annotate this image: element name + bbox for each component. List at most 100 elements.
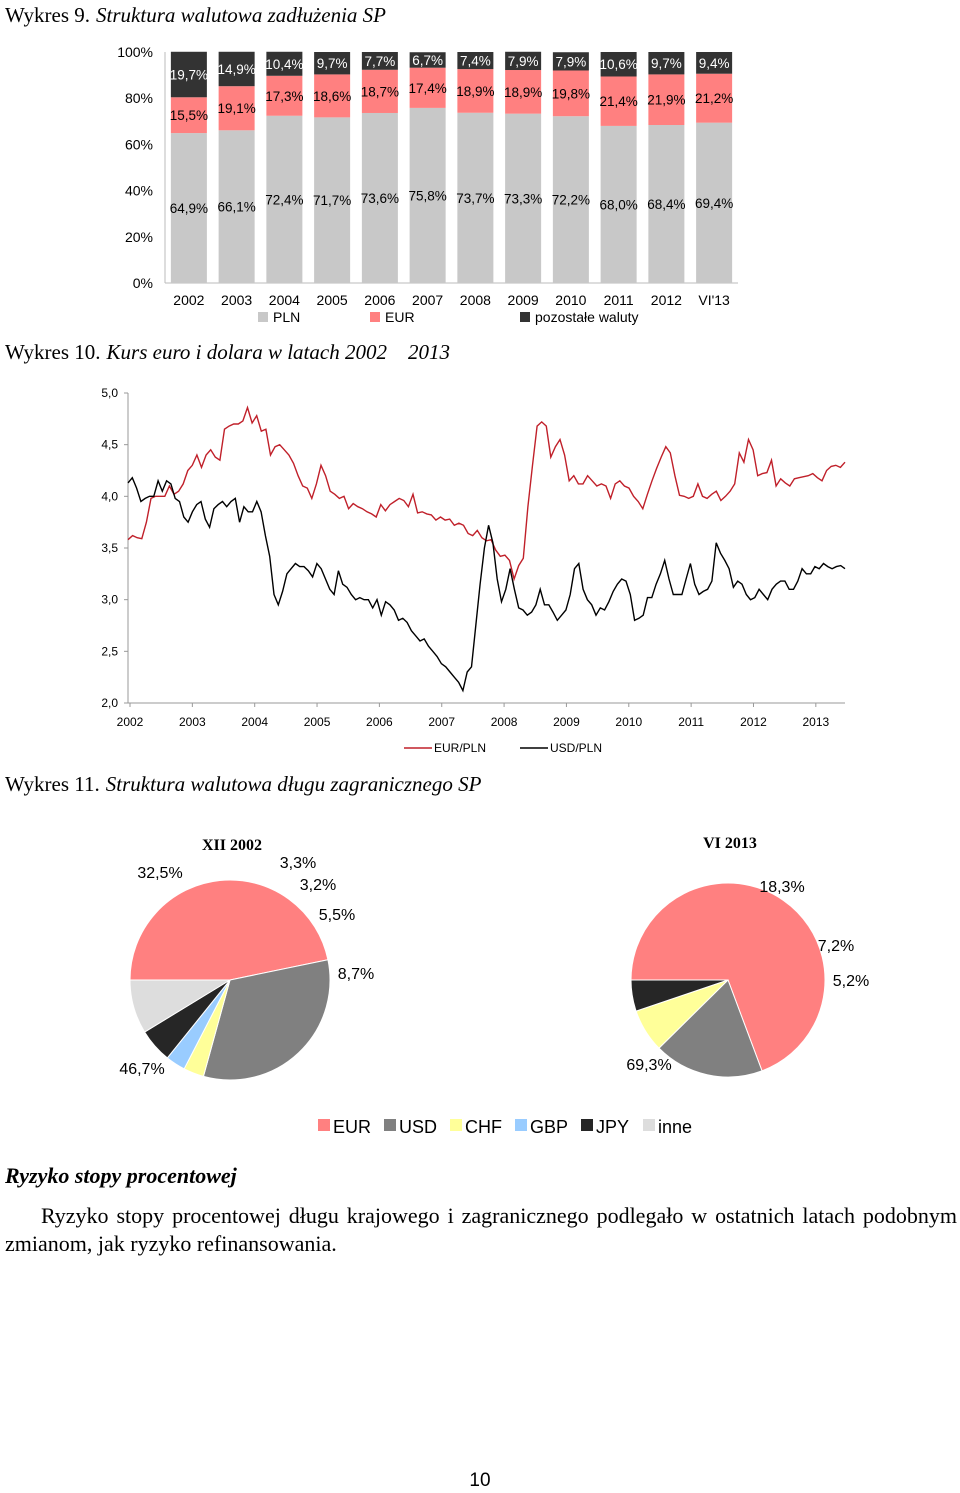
figure11-label: Wykres 11.	[5, 772, 100, 796]
x-tick-label: 2010	[555, 292, 586, 308]
bar-pln	[170, 133, 207, 283]
legend-swatch-eur	[370, 312, 380, 322]
x-tick-label: 2004	[269, 292, 300, 308]
bar-other	[505, 51, 542, 71]
section-heading: Ryzyko stopy procentowej	[5, 1163, 237, 1188]
legend-label-eur: EUR	[385, 309, 415, 325]
x-tick-label: 2010	[615, 715, 642, 729]
series-line-usd-pln	[127, 476, 846, 693]
bar-pln	[361, 112, 398, 283]
pie-data-label: 3,2%	[300, 877, 336, 894]
data-label-other: 9,4%	[699, 56, 730, 71]
x-tick-label: 2009	[553, 715, 580, 729]
legend-label-inne: inne	[658, 1117, 692, 1137]
legend-swatch-usd	[384, 1119, 396, 1131]
data-label-eur: 17,4%	[408, 81, 446, 96]
data-label-pln: 75,8%	[408, 188, 446, 203]
legend-label-jpy: JPY	[596, 1117, 629, 1137]
series-line-eur-pln	[127, 405, 846, 582]
bar-eur	[314, 74, 351, 118]
pie-data-label: 5,5%	[319, 907, 355, 924]
bar-eur	[457, 69, 494, 113]
data-label-other: 7,9%	[555, 54, 586, 69]
data-label-other: 7,7%	[364, 54, 395, 69]
data-label-other: 6,7%	[412, 53, 443, 68]
bar-other	[457, 52, 494, 70]
x-tick-label: 2013	[802, 715, 829, 729]
x-tick-label: 2012	[740, 715, 767, 729]
y-tick-label: 5,0	[101, 386, 118, 400]
x-tick-label: 2004	[241, 715, 268, 729]
data-label-other: 14,9%	[217, 62, 255, 77]
bar-eur	[218, 86, 255, 131]
legend-swatch-eur	[318, 1119, 330, 1131]
y-tick-label: 2,0	[101, 696, 118, 710]
data-label-eur: 18,7%	[361, 84, 399, 99]
data-label-eur: 19,1%	[217, 101, 255, 116]
data-label-pln: 69,4%	[695, 196, 733, 211]
legend-label-eur: EUR	[333, 1117, 371, 1137]
x-tick-label: 2006	[366, 715, 393, 729]
y-tick-label: 100%	[117, 44, 153, 60]
data-label-eur: 21,9%	[647, 93, 685, 108]
legend-swatch-gbp	[515, 1119, 527, 1131]
data-label-other: 9,7%	[651, 56, 682, 71]
legend-label-usd: USD	[399, 1117, 437, 1137]
legend-label-usd-pln: USD/PLN	[550, 741, 602, 755]
x-tick-label: 2002	[173, 292, 204, 308]
y-tick-label: 80%	[125, 90, 153, 106]
figure10-title: Kurs euro i dolara w latach 2002 2013	[106, 340, 450, 364]
y-tick-label: 0%	[133, 275, 153, 291]
bar-other	[696, 52, 733, 74]
y-tick-label: 3,5	[101, 541, 118, 555]
data-label-other: 7,4%	[460, 54, 491, 69]
data-label-pln: 66,1%	[217, 200, 255, 215]
bar-other	[218, 51, 255, 87]
figure11-caption: Wykres 11. Struktura walutowa długu zagra…	[5, 772, 481, 797]
data-label-pln: 73,7%	[456, 191, 494, 206]
section-paragraph: Ryzyko stopy procentowej długu krajowego…	[5, 1203, 957, 1256]
bar-eur	[505, 70, 542, 114]
pie-data-label: 32,5%	[137, 865, 182, 882]
data-label-pln: 73,3%	[504, 191, 542, 206]
bar-other	[266, 51, 303, 76]
pie-slice-eur	[630, 882, 826, 1072]
legend-swatch-inne	[643, 1119, 655, 1131]
pie-slice-usd	[658, 979, 763, 1078]
pie-data-label: 18,3%	[759, 879, 804, 896]
figure10-label: Wykres 10.	[5, 340, 101, 364]
bar-other	[552, 52, 589, 71]
data-label-other: 10,6%	[599, 57, 637, 72]
y-tick-label: 20%	[125, 229, 153, 245]
figure9-caption: Wykres 9. Struktura walutowa zadłużenia S…	[5, 3, 386, 28]
data-label-eur: 15,5%	[170, 108, 208, 123]
x-tick-label: 2005	[304, 715, 331, 729]
data-label-pln: 68,0%	[599, 197, 637, 212]
x-tick-label: 2012	[651, 292, 682, 308]
y-tick-label: 2,5	[101, 644, 118, 658]
data-label-pln: 68,4%	[647, 197, 685, 212]
pie-data-label: 5,2%	[833, 973, 869, 990]
pie-data-label: 69,3%	[626, 1057, 671, 1074]
y-tick-label: 4,5	[101, 438, 118, 452]
pie-data-label: 46,7%	[119, 1061, 164, 1078]
bar-pln	[696, 122, 733, 283]
legend-label-gbp: GBP	[530, 1117, 568, 1137]
x-tick-label: VI'13	[698, 292, 730, 308]
bar-pln	[505, 113, 542, 283]
x-tick-label: 2003	[179, 715, 206, 729]
bar-eur	[266, 75, 303, 116]
y-tick-label: 3,0	[101, 593, 118, 607]
exchange-rate-line-chart: 2,0 2,5 3,0 3,5 4,0 4,5 5,0 2002 2003 2004 2005 200…	[101, 386, 846, 755]
x-tick-label: 2008	[460, 292, 491, 308]
y-tick-label: 40%	[125, 183, 153, 199]
bar-eur	[361, 69, 398, 113]
legend-swatch-pln	[258, 312, 268, 322]
pie-data-label: 7,2%	[818, 938, 854, 955]
currency-structure-bar-chart: 0% 20% 40% 60% 80% 100% 64,9% 15,5% 19,7% 2002 66,…	[117, 44, 738, 325]
bar-eur	[409, 67, 446, 108]
bar-pln	[600, 125, 637, 283]
bar-eur	[600, 76, 637, 126]
bar-pln	[457, 112, 494, 284]
data-label-eur: 18,9%	[456, 84, 494, 99]
